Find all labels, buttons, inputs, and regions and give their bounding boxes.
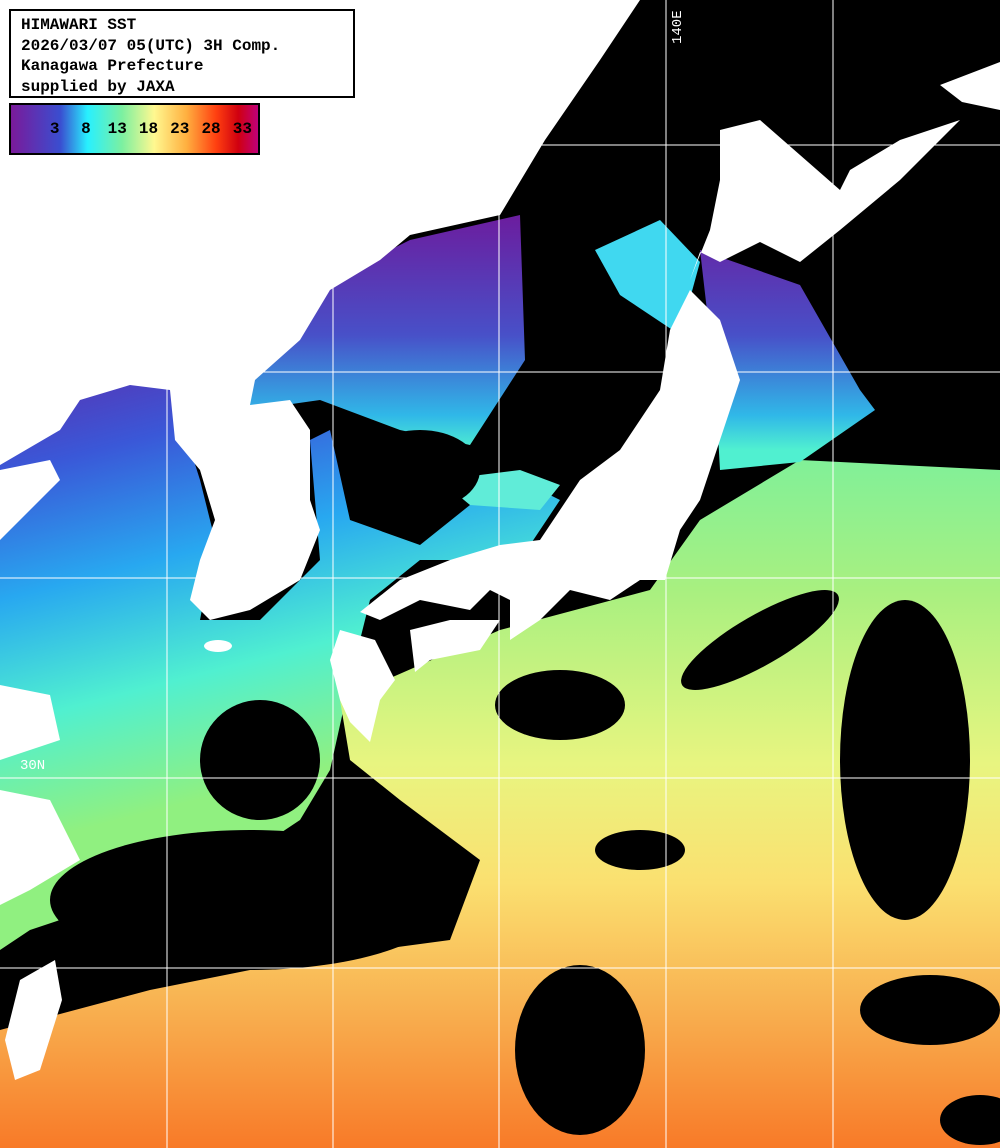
sst-tsugaru <box>595 220 700 335</box>
land-shikoku <box>410 620 500 672</box>
land-kyushu <box>330 630 395 742</box>
scale-tick: 13 <box>107 120 127 138</box>
land-china-coast-1 <box>0 685 60 760</box>
land-jeju <box>204 640 232 652</box>
scale-tick: 3 <box>49 120 60 138</box>
sst-yellow-east-china-sea <box>0 340 560 950</box>
scale-tick: 33 <box>232 120 252 138</box>
lon-label-140e: 140E <box>670 10 686 44</box>
sst-sea-of-japan-north <box>250 215 525 445</box>
title-box: HIMAWARI SST 2026/03/07 05(UTC) 3H Comp.… <box>9 9 355 98</box>
lat-label-30n: 30N <box>20 758 46 774</box>
land-taiwan <box>5 960 62 1080</box>
title-organization: Kanagawa Prefecture <box>21 57 204 75</box>
color-scale-bar: 3 8 13 18 23 28 33 <box>9 103 260 155</box>
sst-off-tohoku <box>700 250 875 470</box>
land-china-coast-2 <box>0 790 80 905</box>
scale-tick: 8 <box>81 120 91 138</box>
land-hokkaido <box>690 120 960 280</box>
land-asian-mainland <box>0 0 640 620</box>
scale-tick: 28 <box>201 120 221 138</box>
land <box>0 0 1000 1080</box>
title-product: HIMAWARI SST <box>21 16 137 34</box>
title-credit: supplied by JAXA <box>21 77 175 96</box>
cloud-masks <box>50 430 1000 1145</box>
scale-tick: 23 <box>170 120 190 138</box>
land-sakhalin-tip <box>940 62 1000 110</box>
title-datetime: 2026/03/07 05(UTC) 3H Comp. <box>21 36 281 55</box>
scale-tick: 18 <box>138 120 159 138</box>
lat-label-40n: 40N <box>14 352 40 368</box>
land-shandong <box>0 460 60 540</box>
land-honshu <box>360 290 740 640</box>
